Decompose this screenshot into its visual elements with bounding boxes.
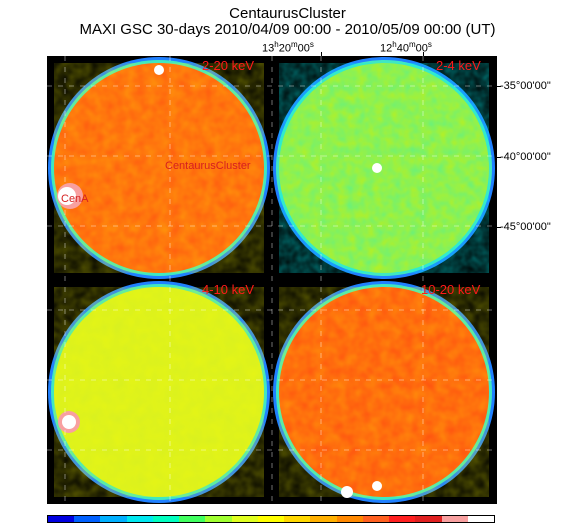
colorbar-segment — [126, 516, 153, 522]
panel-10-20-kev — [273, 281, 495, 503]
source-label-centaurus-cluster: CentaurusCluster — [165, 160, 251, 172]
colorbar-segment — [467, 516, 494, 522]
colorbar-segment — [441, 516, 468, 522]
bright-source — [154, 65, 164, 75]
band-label-2-4: 2-4 keV — [436, 58, 481, 73]
ra-tick — [423, 52, 424, 57]
ra-label-2: 12h40m00s — [380, 40, 432, 55]
panel-2-4-kev — [273, 57, 495, 279]
colorbar-segment — [231, 516, 258, 522]
colorbar-segment — [336, 516, 363, 522]
source-label-cena: CenA — [61, 193, 89, 205]
chart-title: CentaurusCluster — [229, 5, 346, 22]
colorbar-segment — [152, 516, 180, 522]
colorbar-segment — [284, 516, 311, 522]
dec-tick — [496, 157, 501, 158]
band-label-10-20: 10-20 keV — [421, 282, 481, 297]
ra-tick — [321, 52, 322, 57]
colorbar-segment — [389, 516, 416, 522]
dec-label-2: -40°00'00" — [500, 151, 551, 163]
colorbar-segment — [310, 516, 337, 522]
sky-map: 2-20 keV 2-4 keV 4-10 keV 10-20 keV Cent… — [47, 56, 497, 504]
bright-source — [341, 486, 353, 498]
dec-label-1: -35°00'00" — [500, 80, 551, 92]
colorbar-segment — [257, 516, 285, 522]
dec-label-3: -45°00'00" — [500, 221, 551, 233]
colorbar — [47, 515, 495, 523]
colorbar-segment — [415, 516, 442, 522]
panel-2-20-kev — [48, 57, 270, 279]
chart-subtitle: MAXI GSC 30-days 2010/04/09 00:00 - 2010… — [79, 21, 496, 38]
colorbar-segment — [100, 516, 127, 522]
ra-label-1: 13h20m00s — [262, 40, 314, 55]
band-label-4-10: 4-10 keV — [202, 282, 255, 297]
disc-texture — [54, 287, 264, 497]
colorbar-segment — [48, 516, 75, 522]
bright-source — [62, 415, 76, 429]
colorbar-segment — [74, 516, 101, 522]
bright-source — [372, 163, 382, 173]
dec-tick — [496, 86, 501, 87]
colorbar-segment — [205, 516, 232, 522]
disc-texture — [54, 63, 264, 273]
band-label-2-20: 2-20 keV — [202, 58, 255, 73]
disc-texture — [279, 63, 489, 273]
bright-source — [58, 187, 76, 205]
dec-tick — [496, 227, 501, 228]
panel-4-10-kev — [48, 281, 270, 503]
disc-texture — [279, 287, 489, 497]
colorbar-segment — [179, 516, 206, 522]
bright-source — [372, 481, 382, 491]
colorbar-segment — [362, 516, 390, 522]
